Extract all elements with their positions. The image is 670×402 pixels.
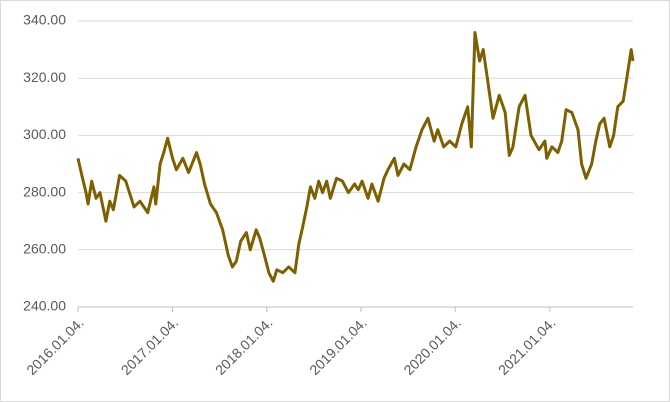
y-tick-label: 280.00 — [23, 183, 66, 199]
y-tick-label: 320.00 — [23, 69, 66, 85]
line-series — [76, 30, 635, 283]
y-tick-label: 240.00 — [23, 298, 66, 314]
y-tick-label: 260.00 — [23, 241, 66, 257]
y-tick-label: 300.00 — [23, 126, 66, 142]
y-tick-label: 340.00 — [23, 12, 66, 28]
